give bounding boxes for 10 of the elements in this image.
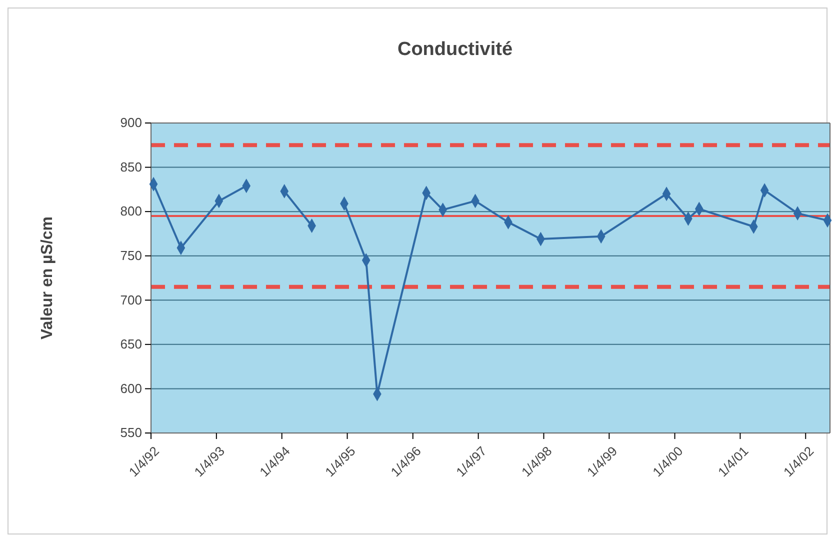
y-tick-label: 900 [120,115,142,130]
y-tick-label: 550 [120,425,142,440]
chart-title: Conductivité [397,39,513,60]
y-tick-label: 600 [120,380,142,396]
y-tick-label: 700 [120,292,142,308]
y-tick-label: 850 [120,159,142,174]
y-axis-title: Valeur en µS/cm [39,216,56,340]
y-tick-label: 800 [120,204,142,219]
y-tick-label: 650 [120,336,142,352]
y-tick-label: 750 [120,248,142,264]
